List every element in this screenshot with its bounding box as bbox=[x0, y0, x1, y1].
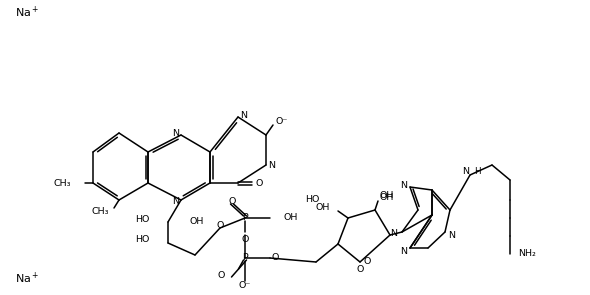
Text: N: N bbox=[400, 181, 407, 189]
Text: N: N bbox=[172, 130, 179, 138]
Text: O: O bbox=[364, 258, 371, 266]
Text: HO: HO bbox=[136, 214, 150, 224]
Text: N: N bbox=[462, 168, 469, 176]
Text: Na$^+$: Na$^+$ bbox=[15, 4, 40, 20]
Text: N: N bbox=[448, 230, 455, 240]
Text: O: O bbox=[241, 235, 249, 245]
Text: N: N bbox=[400, 247, 407, 255]
Text: O: O bbox=[356, 265, 363, 273]
Text: NH₂: NH₂ bbox=[518, 250, 536, 258]
Text: N: N bbox=[268, 160, 275, 170]
Text: HO: HO bbox=[306, 196, 320, 204]
Text: Na$^+$: Na$^+$ bbox=[15, 270, 40, 286]
Text: P: P bbox=[242, 253, 248, 263]
Text: OH: OH bbox=[284, 214, 299, 222]
Text: H: H bbox=[474, 168, 481, 176]
Text: OH: OH bbox=[190, 217, 204, 227]
Text: N: N bbox=[172, 196, 179, 206]
Text: N: N bbox=[390, 230, 397, 238]
Text: O: O bbox=[256, 178, 263, 188]
Text: HO: HO bbox=[136, 235, 150, 245]
Text: O: O bbox=[272, 253, 280, 263]
Text: OH: OH bbox=[379, 194, 394, 202]
Text: OH: OH bbox=[380, 191, 394, 201]
Text: N: N bbox=[240, 111, 247, 119]
Text: CH₃: CH₃ bbox=[91, 206, 109, 216]
Text: P: P bbox=[242, 214, 248, 222]
Text: O: O bbox=[217, 220, 224, 230]
Text: O⁻: O⁻ bbox=[276, 117, 289, 125]
Text: O⁻: O⁻ bbox=[239, 281, 251, 289]
Text: OH: OH bbox=[316, 204, 330, 212]
Text: O: O bbox=[218, 271, 225, 279]
Text: O: O bbox=[228, 196, 235, 206]
Text: CH₃: CH₃ bbox=[54, 178, 71, 188]
